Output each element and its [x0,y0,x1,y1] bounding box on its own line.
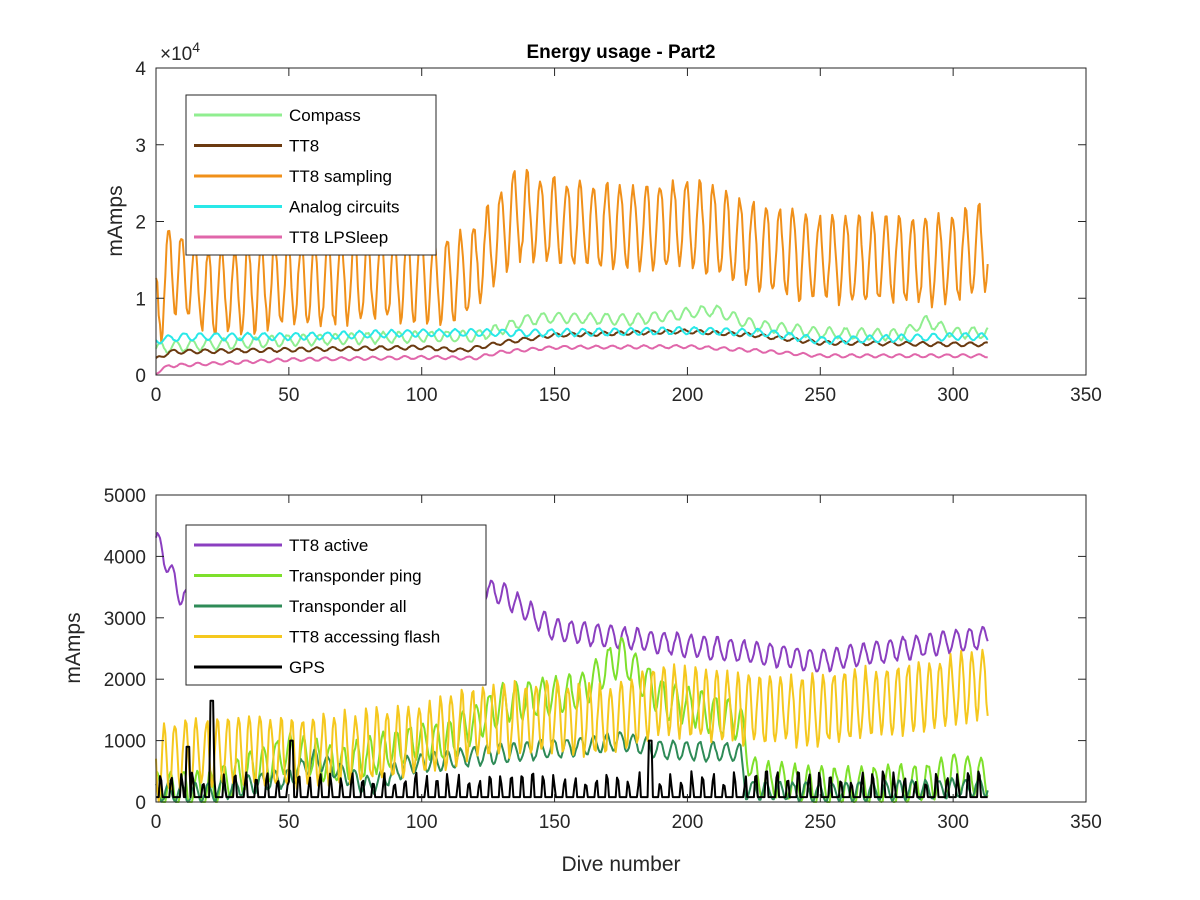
x-tick-label: 300 [937,812,969,833]
x-tick-label: 100 [406,812,438,833]
x-tick-label: 250 [804,385,836,406]
x-tick-label: 350 [1070,812,1102,833]
x-tick-label: 150 [539,812,571,833]
top-y-exponent-base: ×10 [160,44,192,65]
y-tick-label: 1000 [104,732,146,753]
legend-label: TT8 active [289,536,368,555]
top-legend: Compass TT8 TT8 sampling Analog circuits TT8… [185,94,437,256]
bottom-series-lines [155,532,989,803]
y-tick-label: 1 [135,289,146,310]
bottom-axes-box [155,494,1087,803]
top-y-exponent: ×104 [160,39,200,65]
bottom-ticks: 0 50 100 150 200 250 300 350 0 1000 2000 3000 4000 50… [104,486,1102,833]
y-tick-label: 0 [135,793,146,814]
legend-label: TT8 [289,137,319,156]
bottom-x-axis-label: Dive number [561,853,680,876]
series-line-compass [155,304,989,354]
x-tick-label: 300 [937,385,969,406]
bottom-y-axis-label: mAmps [62,612,85,683]
top-chart-title: Energy usage - Part2 [526,42,715,63]
top-series-lines [155,168,989,375]
x-tick-label: 0 [151,812,162,833]
legend-label: GPS [289,658,325,677]
x-tick-label: 50 [278,812,299,833]
y-tick-label: 4 [135,59,146,80]
x-tick-label: 100 [406,385,438,406]
legend-label: TT8 LPSleep [289,228,388,247]
y-tick-label: 3 [135,136,146,157]
top-y-axis-label: mAmps [104,185,127,256]
series-line-analog-circuits [155,326,989,345]
series-line-tt8-lpsleep [155,344,988,375]
y-tick-label: 0 [135,366,146,387]
bottom-legend: TT8 active Transponder ping Transponder al… [185,524,487,686]
y-tick-label: 3000 [104,609,146,630]
y-tick-label: 5000 [104,486,146,507]
legend-label: Analog circuits [289,198,400,217]
y-tick-label: 2000 [104,670,146,691]
x-tick-label: 200 [672,385,704,406]
x-tick-label: 250 [804,812,836,833]
top-axes: 0 50 100 150 200 250 300 350 0 1 2 3 4 Energy usage … [104,39,1102,406]
y-tick-label: 4000 [104,547,146,568]
x-tick-label: 50 [278,385,299,406]
legend-label: TT8 accessing flash [289,628,440,647]
series-line-gps [156,699,988,799]
series-line-tt8-accessing-flash [155,648,989,803]
legend-label: TT8 sampling [289,167,392,186]
legend-label: Compass [289,106,361,125]
x-tick-label: 0 [151,385,162,406]
series-line-tt8-sampling [155,168,989,344]
bottom-axes: 0 50 100 150 200 250 300 350 0 1000 2000 3000 4000 50… [62,486,1102,876]
top-y-exponent-power: 4 [192,39,200,55]
x-tick-label: 150 [539,385,571,406]
x-tick-label: 350 [1070,385,1102,406]
legend-label: Transponder ping [289,567,422,586]
y-tick-label: 2 [135,213,146,234]
top-ticks: 0 50 100 150 200 250 300 350 0 1 2 3 4 [135,59,1101,406]
x-tick-label: 200 [672,812,704,833]
legend-label: Transponder all [289,597,407,616]
